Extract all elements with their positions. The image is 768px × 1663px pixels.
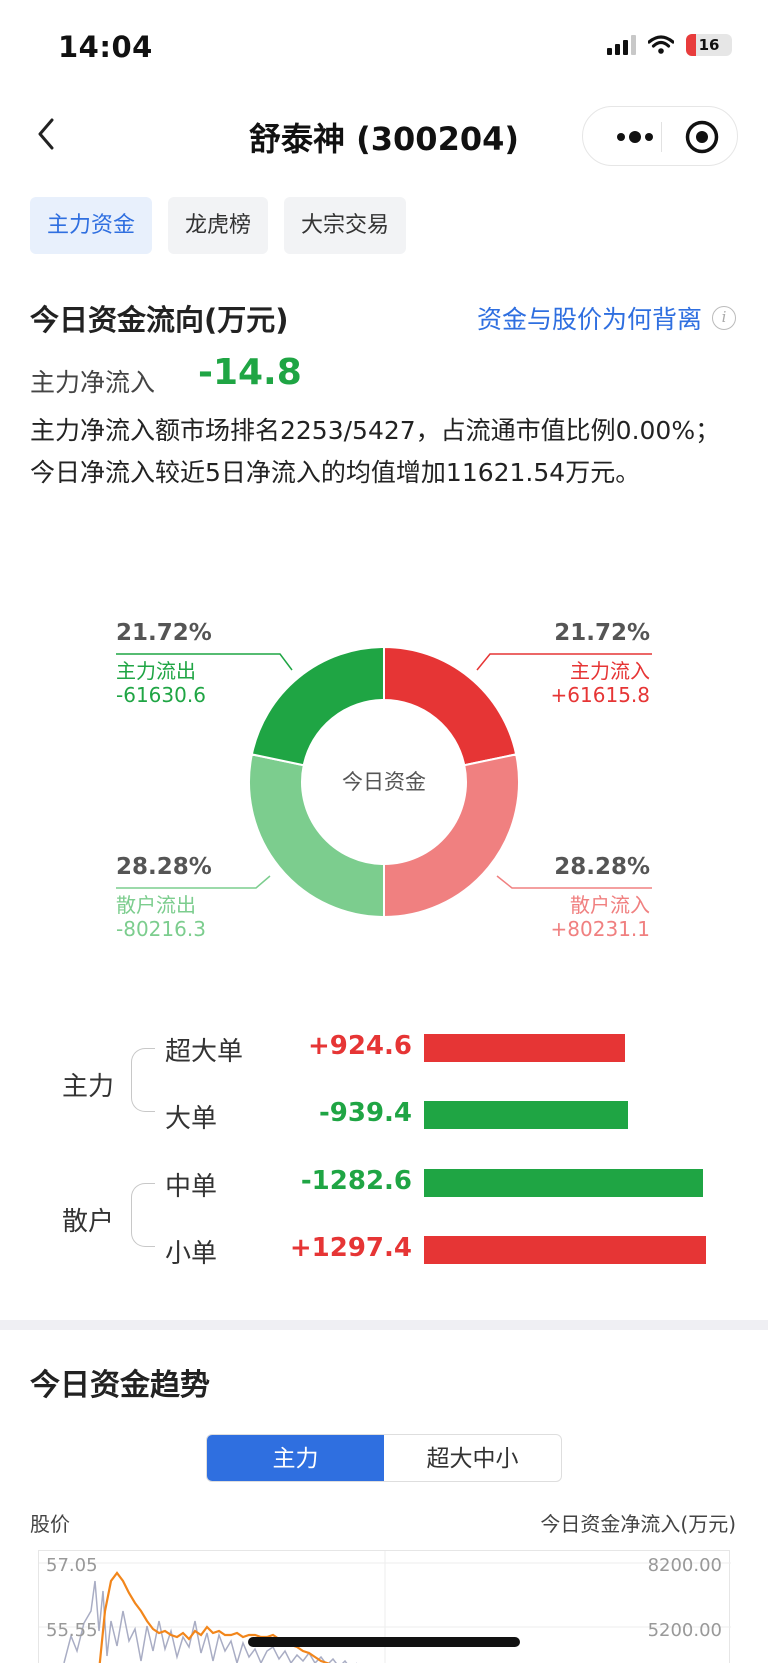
- miniprogram-capsule: [582, 106, 738, 166]
- tab-dragon-tiger-list[interactable]: 龙虎榜: [168, 197, 269, 254]
- row-name-super-large: 超大单: [165, 1037, 244, 1067]
- main-in-pct: 21.72%: [554, 620, 650, 646]
- fund-flow-heading: 今日资金流向(万元): [30, 303, 289, 337]
- price-tick-2: 55.55: [46, 1620, 98, 1641]
- group-label-retail: 散户: [62, 1207, 115, 1237]
- donut-center-label: 今日资金: [342, 770, 426, 794]
- battery-level: 16: [698, 36, 720, 54]
- leader-line-retail-out: [116, 875, 271, 889]
- row-value-small: +1297.4: [289, 1233, 412, 1263]
- retail-out-value: -80216.3: [116, 917, 206, 941]
- leader-line-main-in: [476, 653, 652, 671]
- divergence-link-text[interactable]: 资金与股价为何背离: [476, 305, 702, 334]
- donut-slice-main-in: [383, 645, 518, 767]
- battery-icon: 16: [686, 34, 732, 56]
- donut-svg: [116, 645, 652, 919]
- close-miniprogram-icon[interactable]: [684, 119, 720, 155]
- bar-super-large: [424, 1034, 625, 1062]
- row-value-medium: -1282.6: [300, 1166, 412, 1196]
- segment-order-sizes[interactable]: 超大中小: [426, 1446, 519, 1472]
- tab-main-funds[interactable]: 主力资金: [30, 197, 153, 254]
- main-out-pct: 21.72%: [116, 620, 212, 646]
- segment-main[interactable]: 主力: [207, 1435, 384, 1481]
- status-bar: 14:04 16: [0, 0, 768, 96]
- order-size-breakdown: 主力 超大单 +924.6 大单 -939.4 散户 中单 -1282.6 小单…: [0, 1018, 768, 1278]
- main-out-label: 主力流出: [116, 659, 196, 683]
- price-axis-title: 股价: [30, 1512, 70, 1536]
- status-icons: 16: [607, 34, 732, 56]
- group-bracket-main: [131, 1048, 155, 1112]
- trend-segment-control: 主力 超大中小: [206, 1434, 562, 1482]
- netflow-line: [98, 1571, 331, 1663]
- main-in-value: +61615.8: [550, 683, 650, 707]
- divergence-link[interactable]: 资金与股价为何背离 i: [477, 300, 736, 336]
- trend-chart-svg: [39, 1551, 731, 1663]
- netflow-tick-top: 8200.00: [647, 1555, 722, 1576]
- leader-line-main-out: [116, 653, 293, 671]
- row-name-small: 小单: [165, 1239, 218, 1269]
- row-name-medium: 中单: [165, 1172, 218, 1202]
- bar-large: [424, 1101, 628, 1129]
- home-indicator: [248, 1637, 520, 1647]
- more-options-icon[interactable]: [611, 125, 661, 149]
- trend-title: 今日资金趋势: [30, 1368, 210, 1403]
- retail-in-value: +80231.1: [550, 917, 650, 941]
- trend-chart: [38, 1550, 731, 1663]
- page-title: 舒泰神 (300204): [249, 120, 519, 158]
- main-out-value: -61630.6: [116, 683, 206, 707]
- price-tick-top: 57.05: [46, 1555, 98, 1576]
- flow-description: 主力净流入额市场排名2253/5427，占流通市值比例0.00%；今日净流入较近…: [30, 416, 721, 487]
- wifi-icon: [648, 35, 674, 54]
- info-icon[interactable]: i: [712, 306, 736, 330]
- tab-bar: 主力资金 龙虎榜 大宗交易: [30, 197, 407, 254]
- retail-in-label: 散户流入: [570, 893, 650, 917]
- netflow-tick-2: 5200.00: [647, 1620, 722, 1641]
- netflow-axis-title: 今日资金净流入(万元): [540, 1512, 736, 1536]
- donut-slice-main-out: [250, 645, 385, 767]
- donut-slice-retail-out: [248, 753, 385, 919]
- cellular-signal-icon: [607, 35, 636, 55]
- row-value-large: -939.4: [318, 1098, 412, 1128]
- retail-in-pct: 28.28%: [554, 854, 650, 880]
- net-inflow-value: -14.8: [198, 352, 302, 393]
- group-bracket-retail: [131, 1183, 155, 1247]
- leader-line-retail-in: [496, 875, 652, 889]
- tab-block-trade[interactable]: 大宗交易: [284, 197, 407, 254]
- retail-out-label: 散户流出: [116, 893, 196, 917]
- bar-small: [424, 1236, 706, 1264]
- section-separator: [0, 1320, 768, 1330]
- main-in-label: 主力流入: [570, 659, 650, 683]
- back-icon[interactable]: [28, 110, 68, 158]
- donut-slice-retail-in: [383, 753, 520, 919]
- capsule-divider: [661, 122, 662, 152]
- group-label-main: 主力: [62, 1072, 115, 1102]
- nav-bar: 舒泰神 (300204): [0, 96, 768, 176]
- bar-medium: [424, 1169, 703, 1197]
- status-time: 14:04: [58, 30, 153, 64]
- net-inflow-label: 主力净流入: [30, 368, 156, 397]
- price-line: [63, 1580, 357, 1663]
- row-name-large: 大单: [165, 1104, 218, 1134]
- row-value-super-large: +924.6: [307, 1031, 412, 1061]
- retail-out-pct: 28.28%: [116, 854, 212, 880]
- fund-donut-chart: 21.72% 主力流出 -61630.6 21.72% 主力流入 +61615.…: [0, 600, 768, 960]
